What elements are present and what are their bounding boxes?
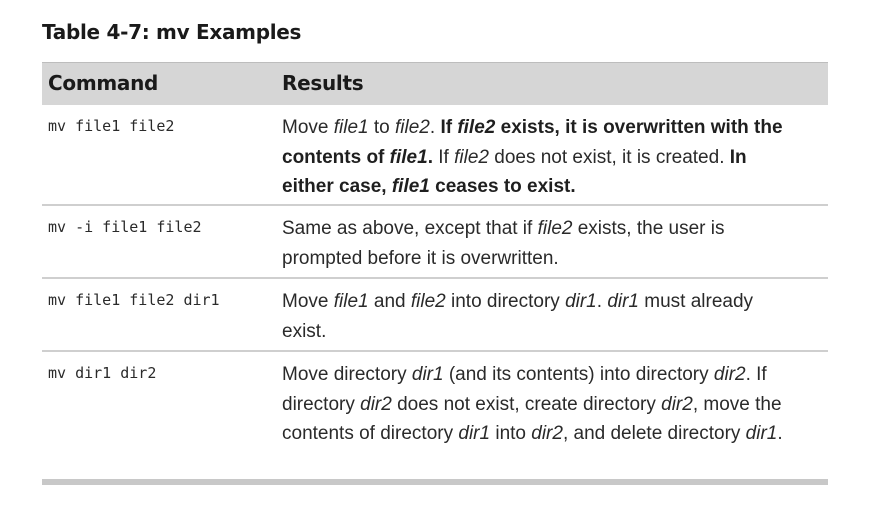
text-run: dir2 xyxy=(661,393,693,415)
text-run: to xyxy=(368,117,396,138)
text-run: exists, the user is prompted before it i… xyxy=(282,218,725,269)
text-run: file1 xyxy=(389,146,428,168)
text-run: In either case, xyxy=(282,146,747,198)
text-run: If xyxy=(432,146,455,168)
text-run: (and its contents) into directory xyxy=(443,364,714,385)
text-run: . xyxy=(596,291,608,312)
result-cell: Move file1 to file2. If file2 exists, it… xyxy=(282,113,802,202)
text-run: Same as above, except that if xyxy=(282,218,538,239)
text-run: does not exist, create directory xyxy=(391,393,662,415)
result-cell: Move directory dir1 (and its contents) i… xyxy=(282,360,802,449)
text-run: into xyxy=(490,423,532,444)
text-run: file2 xyxy=(457,117,496,138)
text-run: . If directory xyxy=(282,364,767,415)
text-run: file2 xyxy=(410,291,446,312)
text-run: Move xyxy=(282,117,334,138)
text-run: dir1 xyxy=(411,364,444,385)
text-run: into directory xyxy=(445,291,566,312)
command-cell: mv -i file1 file2 xyxy=(48,218,202,236)
text-run: dir1 xyxy=(745,423,778,444)
text-run: dir1 xyxy=(607,291,639,312)
table-row: mv file1 file2 Move file1 to file2. If f… xyxy=(42,105,828,206)
header-results: Results xyxy=(282,71,364,95)
text-run: does not exist, it is created. xyxy=(488,146,730,168)
text-run: dir1 xyxy=(458,423,491,444)
command-cell: mv file1 file2 dir1 xyxy=(48,291,220,309)
command-cell: mv file1 file2 xyxy=(48,117,175,135)
text-run: . xyxy=(429,117,441,138)
text-run: , move the contents of directory xyxy=(282,393,782,445)
text-run: . xyxy=(427,146,433,168)
text-run: file2 xyxy=(454,146,489,168)
table-row: mv -i file1 file2 Same as above, except … xyxy=(42,206,828,279)
table-row: mv dir1 dir2 Move directory dir1 (and it… xyxy=(42,352,828,485)
text-run: file1 xyxy=(391,176,430,197)
text-run: dir2 xyxy=(531,423,563,444)
mv-examples-table: Command Results mv file1 file2 Move file… xyxy=(42,62,828,485)
text-run: file1 xyxy=(333,117,369,138)
command-cell: mv dir1 dir2 xyxy=(48,364,157,382)
text-run: exists, it is overwritten with the conte… xyxy=(282,117,783,168)
text-run: Move directory xyxy=(282,364,412,385)
table-header-row: Command Results xyxy=(42,62,828,105)
text-run: dir2 xyxy=(713,364,746,385)
text-run: file2 xyxy=(395,117,430,138)
text-run: ceases to exist. xyxy=(429,176,576,197)
text-run: and xyxy=(368,291,411,312)
result-cell: Move file1 and file2 into directory dir1… xyxy=(282,287,802,346)
text-run: file2 xyxy=(537,218,573,239)
text-run: file1 xyxy=(333,291,369,312)
table-row: mv file1 file2 dir1 Move file1 and file2… xyxy=(42,279,828,352)
result-cell: Same as above, except that if file2 exis… xyxy=(282,214,802,273)
text-run: , and delete directory xyxy=(562,423,746,444)
header-command: Command xyxy=(48,71,159,95)
text-run: . xyxy=(777,423,783,444)
table-caption: Table 4-7: mv Examples xyxy=(42,20,302,44)
text-run: must already exist. xyxy=(282,291,754,342)
text-run: dir2 xyxy=(360,393,392,415)
text-run: Move xyxy=(282,291,334,312)
text-run: If xyxy=(440,117,458,138)
text-run: dir1 xyxy=(565,291,597,312)
